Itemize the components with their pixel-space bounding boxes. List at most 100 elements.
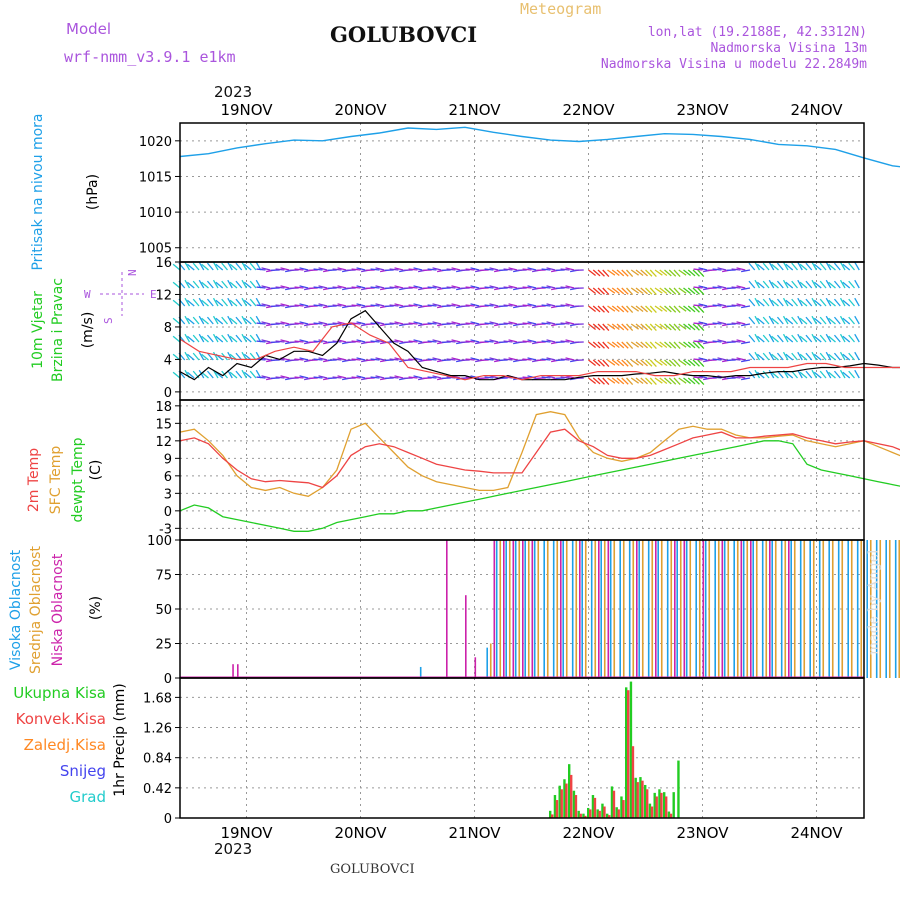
wind-arrow <box>799 335 808 343</box>
y-tick-label: 3 <box>164 487 172 502</box>
wind-arrow <box>592 359 601 367</box>
precip-total-bar <box>596 809 599 818</box>
cloud-bar-srednja <box>822 540 825 678</box>
precip-total-bar <box>572 790 576 818</box>
wind-arrow <box>470 339 480 343</box>
wind-arrow <box>597 305 605 313</box>
wind-arrow <box>645 341 653 349</box>
cloud-bar-visoka <box>628 540 631 678</box>
cloud-bar-srednja <box>850 540 853 678</box>
wind-arrow <box>771 281 779 289</box>
wind-arrow <box>678 341 687 348</box>
wind-arrow <box>588 287 596 295</box>
wind-arrow <box>206 262 214 271</box>
y-tick-label: 1.68 <box>143 691 172 706</box>
wind-arrow <box>664 359 672 367</box>
precip-conv-bar <box>665 796 668 818</box>
wind-arrow <box>731 304 741 307</box>
wind-arrow <box>215 335 224 343</box>
wind-arrow <box>592 341 601 349</box>
wind-arrow <box>698 285 708 289</box>
wind-arrow <box>811 279 818 289</box>
legend-ukupna-kisa: Ukupna Kisa <box>13 684 106 702</box>
wind-arrow <box>427 286 437 289</box>
wind-arrow <box>389 268 399 271</box>
wind-arrow <box>370 322 380 325</box>
wind-arrow <box>854 351 860 361</box>
precip-total-bar <box>658 789 661 818</box>
wind-arrow <box>828 281 836 289</box>
wind-arrow <box>626 287 634 296</box>
wind-arrow <box>697 269 705 278</box>
wind-arrow <box>351 268 361 271</box>
wind-arrow <box>356 285 366 289</box>
wind-arrow <box>597 341 605 349</box>
wind-arrow <box>313 304 323 307</box>
wind-arrow <box>673 323 681 332</box>
wind-arrow <box>389 322 399 325</box>
wind-arrow <box>782 351 789 361</box>
cloud-bar-srednja <box>537 540 540 678</box>
precip-conv-bar <box>650 806 654 818</box>
wind-arrow <box>201 335 209 343</box>
compass-s: S <box>102 317 115 324</box>
wind-arrow <box>356 357 366 361</box>
cloud-bar-srednja <box>793 540 796 678</box>
wind-arrow <box>215 263 224 271</box>
wind-arrow <box>797 333 803 343</box>
temp2m-line <box>179 428 900 489</box>
wind-arrow <box>687 269 696 277</box>
cloud-bar-niska <box>579 540 581 678</box>
cloud-bar-niska <box>702 540 705 678</box>
y-tick-label: 16 <box>155 256 172 271</box>
wind-arrow <box>640 341 648 349</box>
precip-conv-bar <box>627 690 630 818</box>
wind-arrow <box>318 339 328 343</box>
wind-arrow <box>318 267 328 271</box>
wind-arrow <box>668 341 677 349</box>
wind-arrow <box>172 281 181 289</box>
wind-arrow <box>451 357 461 361</box>
wind-arrow <box>527 321 537 325</box>
wind-arrow <box>522 268 532 271</box>
wind-arrow <box>785 353 794 361</box>
wind-arrow <box>275 286 285 289</box>
wind-arrow <box>799 353 808 361</box>
precip-total-bar <box>639 777 642 818</box>
cloud-bar-niska <box>740 540 743 678</box>
wind-arrow <box>782 333 789 343</box>
wind-arrow <box>640 269 648 277</box>
wind-arrow <box>645 323 653 331</box>
model-label: Model <box>66 20 112 38</box>
wind-arrow <box>741 323 751 327</box>
wind-arrow <box>736 303 746 307</box>
wind-arrow <box>813 353 822 361</box>
wind-arrow <box>854 279 860 289</box>
wind-arrow <box>261 267 271 271</box>
wind-arrow <box>249 280 257 289</box>
y-tick-label: 6 <box>164 470 172 485</box>
wind-arrow <box>654 377 663 384</box>
wind-arrow <box>186 317 195 325</box>
wind-arrow <box>318 357 328 361</box>
wind-arrow <box>678 359 687 366</box>
cloud-bar-visoka <box>638 540 640 678</box>
wind-arrow <box>256 286 266 289</box>
wind-arrow <box>201 353 209 361</box>
precip-conv-bar <box>631 746 635 818</box>
wind-arrow <box>692 323 700 331</box>
wind-arrow <box>731 322 741 325</box>
wind-arrow <box>768 315 775 325</box>
wind-arrow <box>842 371 851 379</box>
wind-arrow <box>446 322 456 325</box>
y-tick-label: 12 <box>155 288 172 303</box>
wind-arrow <box>692 269 700 277</box>
wind-arrow <box>673 305 681 314</box>
wind-arrow <box>337 267 347 271</box>
ylabel-temp2m: 2m Temp <box>26 448 42 512</box>
wind-arrow <box>318 303 328 307</box>
y-tick-label: 75 <box>155 569 172 584</box>
wind-arrow <box>607 359 616 366</box>
wind-arrow <box>198 279 205 289</box>
wind-arrow <box>785 335 794 343</box>
